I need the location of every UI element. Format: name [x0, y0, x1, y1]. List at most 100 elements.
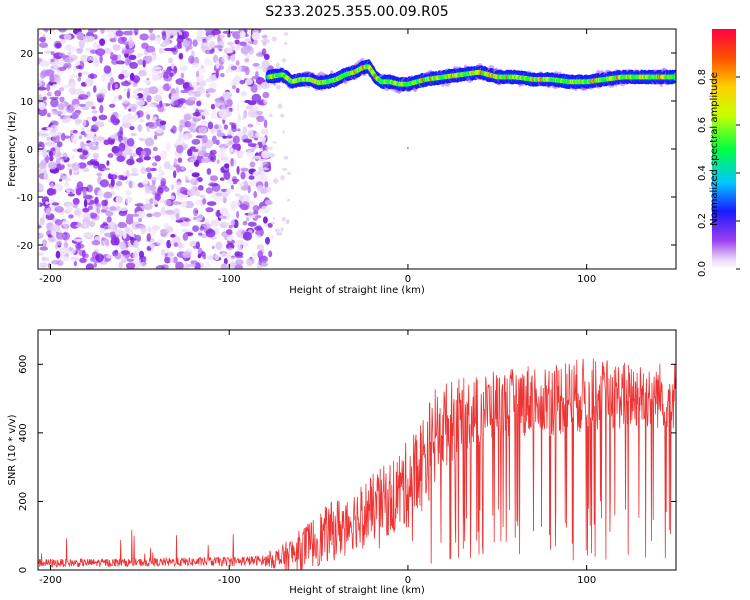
- noise-speckle: [205, 207, 214, 213]
- noise-speckle: [111, 59, 119, 65]
- noise-speckle: [195, 199, 201, 206]
- noise-speckle: [91, 106, 96, 110]
- noise-speckle: [234, 39, 240, 45]
- noise-speckle: [46, 176, 51, 184]
- noise-speckle: [115, 195, 123, 204]
- noise-speckle: [60, 246, 67, 256]
- noise-speckle: [110, 236, 118, 246]
- noise-speckle: [228, 224, 234, 229]
- noise-speckle: [175, 213, 180, 221]
- noise-speckle: [262, 41, 267, 47]
- noise-speckle: [72, 129, 78, 134]
- noise-speckle: [191, 172, 200, 178]
- noise-speckle: [163, 223, 169, 229]
- noise-speckle: [200, 120, 209, 126]
- noise-speckle: [46, 188, 55, 196]
- noise-speckle: [99, 38, 106, 46]
- noise-speckle: [38, 102, 46, 111]
- noise-speckle: [71, 155, 75, 159]
- noise-speckle: [53, 183, 64, 192]
- noise-speckle: [230, 53, 236, 62]
- noise-speckle: [129, 172, 140, 177]
- noise-speckle: [67, 51, 72, 56]
- noise-speckle: [83, 119, 87, 127]
- noise-speckle: [165, 67, 172, 75]
- noise-speckle: [176, 164, 181, 173]
- noise-speckle: [230, 184, 234, 190]
- noise-speckle: [155, 265, 166, 269]
- noise-speckle: [189, 158, 196, 163]
- noise-speckle: [154, 193, 161, 202]
- noise-speckle: [78, 135, 83, 140]
- noise-speckle: [164, 209, 175, 215]
- noise-speckle: [247, 221, 257, 227]
- noise-speckle: [80, 71, 90, 75]
- noise-speckle: [245, 216, 250, 221]
- noise-speckle: [232, 31, 242, 40]
- noise-speckle: [282, 130, 285, 134]
- noise-speckle: [55, 76, 62, 85]
- chart-title: S233.2025.355.00.09.R05: [265, 4, 448, 20]
- noise-speckle: [122, 122, 132, 128]
- noise-speckle: [38, 202, 41, 208]
- noise-speckle: [132, 113, 139, 121]
- noise-speckle: [96, 207, 100, 215]
- noise-speckle: [50, 224, 61, 233]
- noise-speckle: [259, 171, 264, 176]
- noise-speckle: [194, 262, 201, 269]
- noise-speckle: [105, 29, 115, 33]
- noise-speckle: [260, 81, 270, 89]
- noise-speckle: [280, 227, 284, 232]
- noise-speckle: [88, 141, 97, 145]
- noise-speckle: [154, 155, 161, 162]
- noise-speckle: [66, 189, 71, 194]
- noise-speckle: [106, 73, 112, 78]
- noise-speckle: [126, 90, 131, 99]
- noise-speckle: [118, 241, 126, 250]
- noise-speckle: [260, 262, 269, 267]
- noise-speckle: [182, 251, 192, 259]
- noise-speckle: [283, 155, 289, 160]
- noise-speckle: [173, 242, 179, 247]
- noise-speckle: [66, 62, 72, 69]
- noise-speckle: [65, 105, 75, 113]
- noise-speckle: [222, 30, 233, 34]
- noise-speckle: [207, 121, 214, 130]
- noise-speckle: [135, 99, 145, 106]
- noise-speckle: [118, 174, 123, 181]
- noise-speckle: [277, 103, 283, 109]
- noise-speckle: [119, 207, 128, 212]
- noise-speckle: [158, 164, 162, 174]
- noise-speckle: [76, 214, 84, 219]
- noise-speckle: [217, 129, 222, 135]
- noise-speckle: [131, 95, 139, 99]
- noise-speckle: [254, 215, 262, 219]
- noise-speckle: [109, 174, 118, 180]
- noise-speckle: [189, 168, 194, 174]
- noise-speckle: [242, 231, 253, 241]
- noise-speckle: [251, 252, 257, 260]
- snr-ytick-label: 200: [18, 492, 29, 511]
- noise-speckle: [225, 252, 232, 259]
- noise-speckle: [42, 239, 47, 248]
- noise-speckle: [240, 167, 249, 172]
- noise-speckle: [175, 261, 184, 269]
- noise-speckle: [144, 137, 155, 147]
- noise-speckle: [185, 179, 190, 183]
- noise-speckle: [213, 44, 224, 49]
- noise-speckle: [82, 167, 90, 173]
- noise-speckle: [42, 149, 48, 158]
- noise-speckle: [137, 52, 146, 56]
- noise-speckle: [170, 234, 176, 238]
- noise-speckle: [46, 136, 52, 141]
- snr-xlabel: Height of straight line (km): [289, 585, 425, 596]
- noise-speckle: [61, 117, 71, 124]
- colorbar-label: Normalized spectral amplitude: [709, 72, 720, 226]
- noise-speckle: [61, 132, 66, 141]
- noise-speckle: [208, 182, 218, 187]
- noise-speckle: [104, 47, 112, 54]
- noise-speckle: [205, 46, 213, 51]
- noise-speckle: [267, 222, 273, 228]
- noise-speckle: [230, 45, 236, 50]
